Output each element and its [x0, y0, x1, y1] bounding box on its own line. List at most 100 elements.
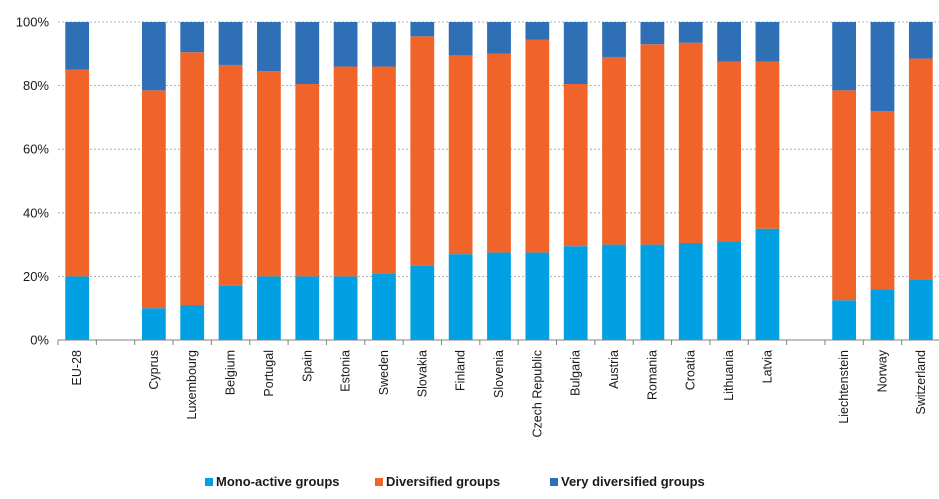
x-tick-label: Czech Republic	[530, 350, 544, 438]
bar-segment	[141, 22, 166, 91]
x-tick-label: Bulgaria	[569, 350, 583, 396]
y-tick-label: 60%	[23, 142, 49, 157]
x-tick-label: Spain	[300, 350, 314, 382]
bar-segment	[410, 22, 435, 37]
bar-segment	[295, 276, 320, 340]
x-tick-label: Lithuania	[722, 350, 736, 401]
legend-item: Very diversified groups	[550, 474, 705, 489]
bar-segment	[257, 22, 281, 72]
bar-segment	[563, 22, 588, 85]
x-tick-label: Slovenia	[492, 350, 506, 398]
y-tick-label: 80%	[23, 78, 49, 93]
bar-segment	[832, 300, 857, 340]
bar-segment	[870, 289, 895, 340]
legend-item: Diversified groups	[375, 474, 500, 489]
bar-segment	[487, 53, 511, 253]
bar-segment	[678, 243, 703, 340]
bar-segment	[180, 22, 205, 53]
legend-label: Diversified groups	[386, 474, 500, 489]
bar-segment	[448, 254, 473, 340]
bar-segment	[372, 66, 396, 274]
bar-segment	[755, 228, 780, 340]
x-tick-label: Norway	[875, 349, 889, 392]
bar-segment	[141, 90, 166, 309]
bar-segment	[333, 22, 358, 67]
bar-segment	[908, 22, 933, 59]
bar-segment	[832, 90, 857, 301]
bar-segment	[717, 241, 741, 340]
bar-segment	[65, 276, 90, 340]
x-axis: EU-28 Cyprus Luxembourg Belgium Portugal Spai…	[57, 339, 939, 438]
x-tick-label: Slovakia	[415, 350, 429, 397]
bar-segment	[141, 308, 166, 340]
x-tick-label: Portugal	[262, 350, 276, 397]
bar-segment	[257, 71, 281, 277]
bar-segment	[257, 276, 281, 340]
x-tick-label: EU-28	[70, 350, 84, 385]
bar-segment	[333, 66, 358, 277]
bar-segment	[870, 111, 895, 290]
legend-swatch	[205, 478, 213, 486]
bar-segment	[640, 22, 665, 45]
bar-segment	[832, 22, 857, 91]
legend-swatch	[375, 478, 383, 486]
bar-segment	[640, 44, 665, 245]
legend-item: Mono-active groups	[205, 474, 340, 489]
bar-segment	[180, 305, 205, 340]
y-tick-label: 0%	[30, 333, 49, 348]
bar-segment	[755, 22, 780, 62]
y-tick-label: 40%	[23, 205, 49, 220]
legend-label: Very diversified groups	[561, 474, 705, 489]
bar-segment	[678, 42, 703, 244]
bar-segment	[448, 22, 473, 56]
x-tick-label: Austria	[607, 350, 621, 389]
bar-segment	[525, 252, 550, 340]
legend-label: Mono-active groups	[216, 474, 340, 489]
x-tick-label: Latvia	[760, 350, 774, 383]
bar-segment	[525, 39, 550, 253]
bar-segment	[295, 84, 320, 277]
x-tick-label: Sweden	[377, 350, 391, 395]
y-tick-label: 100%	[16, 15, 50, 30]
bar-segment	[487, 22, 511, 54]
bar-segment	[333, 276, 358, 340]
x-tick-label: Romania	[645, 350, 659, 400]
bar-segment	[410, 36, 435, 266]
bar-segment	[717, 61, 741, 242]
bar-segment	[602, 244, 626, 340]
x-tick-label: Liechtenstein	[837, 350, 851, 424]
bar-segment	[180, 52, 205, 306]
y-tick-label: 20%	[23, 269, 49, 284]
bar-segment	[640, 244, 665, 340]
bar-segment	[65, 22, 90, 70]
bar-segment	[563, 246, 588, 340]
bar-segment	[410, 265, 435, 340]
bar-segment	[372, 273, 396, 340]
bars	[65, 22, 933, 340]
bar-segment	[678, 22, 703, 43]
x-tick-label: Estonia	[339, 350, 353, 392]
bar-segment	[218, 22, 243, 65]
y-axis: 0% 20% 40% 60% 80% 100%	[16, 15, 50, 348]
x-tick-label: Finland	[454, 350, 468, 391]
legend-swatch	[550, 478, 558, 486]
x-tick-label: Croatia	[684, 350, 698, 390]
bar-segment	[870, 22, 895, 112]
bar-segment	[602, 56, 626, 245]
bar-segment	[602, 22, 626, 57]
legend: Mono-active groups Diversified groups Very…	[205, 474, 705, 489]
bar-segment	[487, 252, 511, 340]
bar-segment	[218, 285, 243, 340]
x-tick-label: Luxembourg	[185, 350, 199, 420]
x-tick-label: Belgium	[224, 350, 238, 395]
bar-segment	[372, 22, 396, 67]
x-tick-label: Switzerland	[914, 350, 928, 415]
bar-segment	[717, 22, 741, 62]
x-tick-label: Cyprus	[147, 350, 161, 390]
bar-segment	[218, 64, 243, 286]
bar-segment	[525, 22, 550, 40]
bar-segment	[755, 61, 780, 229]
bar-segment	[65, 69, 90, 277]
